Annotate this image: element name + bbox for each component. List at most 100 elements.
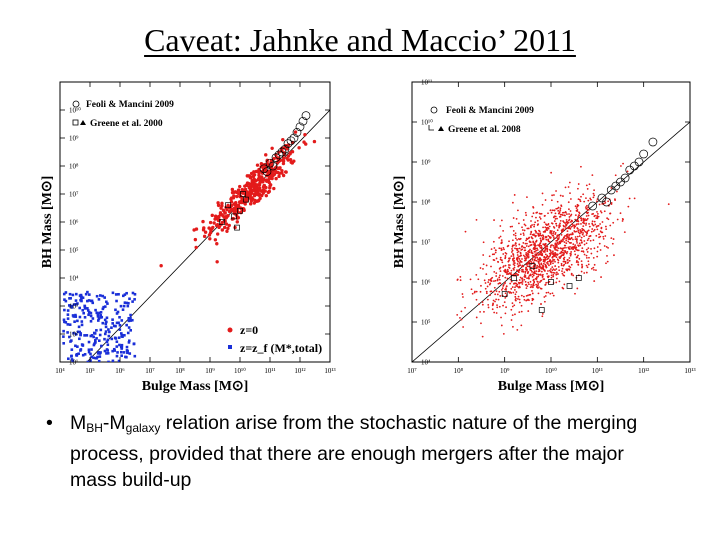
z0-point	[281, 137, 285, 142]
sim-point	[576, 238, 578, 241]
zf-point	[99, 294, 102, 297]
sim-point	[563, 258, 566, 261]
sim-point	[527, 277, 530, 280]
sim-point	[498, 267, 501, 270]
sim-point	[606, 260, 609, 263]
sim-point	[605, 228, 608, 231]
sim-point	[504, 254, 507, 257]
zf-point	[124, 355, 127, 359]
zf-point	[83, 316, 87, 319]
zf-point	[115, 299, 118, 303]
zf-point	[118, 315, 121, 319]
sim-point	[507, 264, 510, 266]
z0-point	[249, 171, 254, 176]
sim-point	[560, 204, 563, 207]
x-axis-label: Bulge Mass [M⊙]	[498, 379, 605, 394]
sim-point	[585, 219, 588, 222]
zf-point	[76, 319, 79, 323]
sim-point	[561, 249, 564, 252]
sim-point	[544, 263, 547, 266]
sim-point	[577, 220, 580, 223]
z0-point	[225, 229, 229, 233]
zf-point	[81, 353, 85, 357]
sim-point	[534, 250, 536, 253]
sim-point	[514, 232, 517, 235]
z0-point	[239, 199, 244, 203]
sim-point	[547, 238, 550, 241]
feoli-point	[301, 111, 311, 120]
sim-point	[577, 183, 580, 185]
sim-point	[564, 244, 567, 247]
sim-point	[572, 274, 575, 277]
sim-point	[470, 288, 473, 291]
feoli-point	[620, 173, 630, 183]
z0-point	[227, 223, 231, 228]
sim-point	[530, 249, 533, 252]
greene-point	[501, 291, 508, 297]
sim-point	[557, 261, 560, 264]
sim-point	[565, 252, 568, 255]
sim-point	[591, 220, 594, 223]
z0-point	[264, 193, 269, 198]
sim-point	[561, 286, 564, 289]
zf-point	[133, 354, 137, 358]
sim-point	[520, 294, 523, 297]
sim-point	[560, 264, 563, 267]
z0-point	[193, 237, 198, 242]
zf-point	[127, 326, 131, 329]
sim-point	[524, 268, 527, 271]
sim-point	[520, 304, 523, 307]
y-tick-label: 10¹⁰	[69, 107, 81, 115]
zf-point	[129, 316, 132, 320]
sim-point	[480, 284, 482, 287]
greene-point	[243, 196, 249, 203]
sim-point	[518, 264, 521, 267]
z0-point	[236, 188, 241, 192]
sim-point	[585, 264, 588, 267]
zf-point	[93, 332, 97, 335]
sim-point	[529, 293, 532, 296]
zf-point	[100, 344, 103, 348]
sim-point	[547, 234, 550, 237]
sim-point	[555, 207, 558, 210]
sim-point	[475, 316, 478, 319]
sim-point	[582, 221, 584, 224]
sim-point	[570, 263, 573, 266]
sim-point	[507, 260, 510, 263]
sim-point	[538, 265, 541, 268]
feoli-point	[639, 149, 649, 159]
zf-point	[115, 321, 119, 325]
sim-point	[538, 230, 541, 233]
zf-point	[119, 350, 123, 354]
sim-point	[579, 244, 582, 247]
sim-point	[533, 271, 536, 274]
feoli-point	[295, 122, 305, 132]
zf-point	[129, 329, 132, 332]
sim-point	[576, 241, 578, 244]
sim-point	[549, 292, 552, 295]
sim-point	[501, 261, 504, 264]
zf-point	[86, 290, 89, 294]
sim-point	[479, 267, 482, 269]
sim-point	[551, 209, 554, 212]
sim-point	[550, 233, 553, 235]
sim-point	[495, 275, 498, 277]
sim-point	[527, 245, 530, 248]
sim-point	[568, 268, 571, 271]
sim-point	[498, 290, 501, 293]
z0-point	[209, 227, 213, 231]
sim-point	[523, 298, 526, 301]
sim-point	[535, 278, 538, 281]
sim-point	[505, 252, 508, 255]
sim-point	[516, 285, 519, 288]
sim-point	[539, 237, 542, 240]
feoli-point	[280, 144, 290, 154]
z0-point	[258, 196, 262, 201]
sim-point	[587, 229, 590, 232]
sim-point	[514, 298, 517, 301]
sim-point	[499, 295, 502, 297]
sim-point	[583, 272, 586, 274]
sim-point	[572, 246, 575, 249]
sim-point	[554, 254, 556, 257]
sim-point	[580, 241, 583, 244]
